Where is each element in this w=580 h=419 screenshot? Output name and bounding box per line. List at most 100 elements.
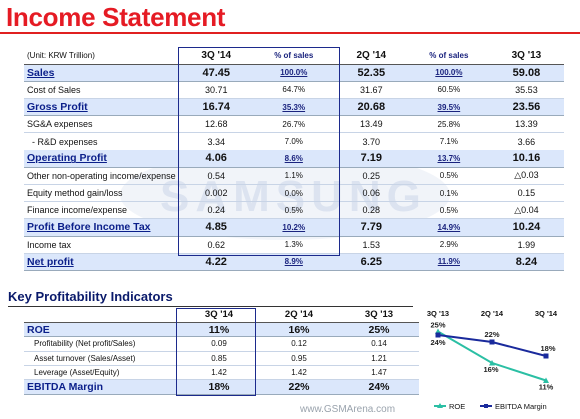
row-label: Finance income/expense	[24, 201, 179, 220]
kpi-header-cell: 3Q '13	[339, 308, 419, 323]
row-label: Gross Profit	[24, 98, 179, 117]
row-value: 7.0%	[284, 137, 303, 147]
kpi-value: 16%	[259, 322, 339, 338]
row-value: 3.70	[362, 136, 381, 147]
kpi-row: Profitability (Net profit/Sales) 0.09 0.12…	[24, 336, 419, 352]
income-row: Equity method gain/loss 0.002 0.0% 0.06 0.1%…	[24, 184, 564, 203]
row-value: 0.5%	[408, 167, 489, 186]
row-label: Profit Before Income Tax	[24, 218, 179, 237]
row-value: 100.0%	[253, 64, 334, 82]
row-label: Equity method gain/loss	[24, 184, 179, 203]
income-statement-table: (Unit: KRW Trillion) 3Q '14% of sales 2Q '…	[24, 47, 564, 271]
row-value: 31.67	[333, 81, 409, 100]
row-value: 0.06	[333, 184, 409, 203]
kpi-value: 25%	[339, 322, 419, 338]
row-value: 2.9%	[408, 236, 489, 254]
row-value: 26.7%	[253, 115, 334, 134]
kpi-value: 0.95	[259, 351, 339, 367]
row-label: Sales	[24, 64, 179, 82]
row-value: 8.9%	[253, 253, 334, 271]
kpi-row: EBITDA Margin 18% 22% 24%	[24, 379, 419, 395]
row-label: Other non-operating income/expense	[24, 167, 179, 186]
data-label: 16%	[483, 365, 498, 374]
data-label: 18%	[540, 344, 555, 353]
row-value: 0.24	[178, 201, 254, 220]
data-point	[489, 360, 495, 366]
kpi-section-title: Key Profitability Indicators	[8, 289, 173, 304]
data-label: 25%	[430, 321, 445, 330]
data-point	[543, 353, 549, 359]
row-value: 23.56	[488, 98, 564, 117]
income-row: Other non-operating income/expense 0.54 1.…	[24, 167, 564, 186]
row-label: Cost of Sales	[24, 81, 179, 100]
kpi-row: ROE 11% 16% 25%	[24, 322, 419, 338]
kpi-label: Profitability (Net profit/Sales)	[24, 336, 179, 352]
title-bar: Income Statement	[0, 0, 580, 34]
income-header-cell: 3Q '14	[178, 47, 254, 65]
x-tick-label: 3Q '13	[427, 309, 449, 318]
kpi-value: 1.47	[339, 365, 419, 381]
profitability-line-chart: 3Q '13 2Q '14 3Q '14 25% 16% 11% 24% 22% 18% ROE E…	[427, 309, 558, 411]
row-label: - R&D expenses	[32, 136, 98, 147]
row-value: 7.79	[333, 218, 409, 237]
row-value: 1.3%	[253, 236, 334, 254]
kpi-label: Asset turnover (Sales/Asset)	[24, 351, 179, 367]
row-label: Net profit	[24, 253, 179, 271]
kpi-header-cell: 3Q '14	[179, 308, 259, 323]
kpi-value: 1.42	[179, 365, 259, 381]
row-value: 0.5%	[253, 201, 334, 220]
data-label: 22%	[484, 330, 499, 339]
row-value: 20.68	[333, 98, 409, 117]
kpi-header-row: 3Q '14 2Q '14 3Q '13	[24, 308, 419, 323]
row-value: △0.03	[488, 167, 564, 186]
row-value: 100.0%	[408, 64, 489, 82]
income-row: Sales 47.45 100.0% 52.35 100.0% 59.08	[24, 64, 564, 82]
row-value: 13.7%	[408, 150, 489, 168]
kpi-value: 11%	[179, 322, 259, 338]
kpi-value: 24%	[339, 379, 419, 395]
income-row: Cost of Sales 30.71 64.7% 31.67 60.5% 35.53	[24, 81, 564, 100]
kpi-value: 1.42	[259, 365, 339, 381]
row-value: 3.66	[517, 136, 536, 147]
row-value: 3.34	[207, 136, 225, 147]
row-value: 12.68	[178, 115, 254, 134]
income-row: Profit Before Income Tax 4.85 10.2% 7.79 14.…	[24, 218, 564, 237]
kpi-label: EBITDA Margin	[24, 379, 179, 395]
row-value: 0.15	[488, 184, 564, 203]
row-value: 30.71	[178, 81, 254, 100]
row-value: 0.1%	[408, 184, 489, 203]
kpi-value: 22%	[259, 379, 339, 395]
row-label: Income tax	[24, 236, 179, 254]
kpi-table: 3Q '14 2Q '14 3Q '13 ROE 11% 16% 25% Profitabil…	[24, 308, 419, 395]
row-label: Operating Profit	[24, 150, 179, 168]
income-row: Gross Profit 16.74 35.3% 20.68 39.5% 23.56	[24, 98, 564, 117]
row-value: 8.6%	[253, 150, 334, 168]
kpi-value: 0.09	[179, 336, 259, 352]
income-row: Operating Profit 4.06 8.6% 7.19 13.7% 10.16	[24, 150, 564, 168]
row-value: 0.002	[178, 184, 254, 203]
kpi-value: 0.14	[339, 336, 419, 352]
legend-marker	[437, 403, 443, 408]
row-value: 0.28	[333, 201, 409, 220]
income-header-cell: (Unit: KRW Trillion)	[24, 47, 179, 65]
row-value: 4.06	[178, 150, 254, 168]
kpi-row: Asset turnover (Sales/Asset) 0.85 0.95 1.21	[24, 351, 419, 367]
row-value: 1.1%	[253, 167, 334, 186]
kpi-label: Leverage (Asset/Equity)	[24, 365, 179, 381]
kpi-label: ROE	[24, 322, 179, 338]
row-value: 0.0%	[253, 184, 334, 203]
page-title: Income Statement	[6, 2, 226, 32]
data-point	[435, 332, 441, 338]
row-value: 16.74	[178, 98, 254, 117]
legend-label: EBITDA Margin	[495, 402, 547, 411]
income-header-cell: 2Q '14	[333, 47, 409, 65]
data-point	[489, 339, 495, 345]
row-value: 64.7%	[253, 81, 334, 100]
kpi-header-cell	[24, 308, 179, 323]
row-value: 1.53	[333, 236, 409, 254]
row-value: 0.54	[178, 167, 254, 186]
row-value: 47.45	[178, 64, 254, 82]
row-value: 25.8%	[408, 115, 489, 134]
row-value: 0.62	[178, 236, 254, 254]
row-value: 10.2%	[253, 218, 334, 237]
